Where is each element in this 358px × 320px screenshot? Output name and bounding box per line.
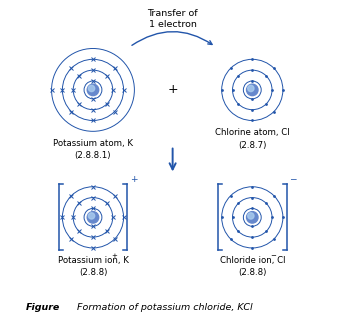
Circle shape <box>247 84 258 96</box>
Circle shape <box>88 213 95 219</box>
Text: +: + <box>111 253 117 259</box>
FancyArrowPatch shape <box>132 32 212 45</box>
Text: (2.8.8.1): (2.8.8.1) <box>75 151 111 160</box>
Circle shape <box>87 84 99 96</box>
Text: Transfer of
1 electron: Transfer of 1 electron <box>147 9 198 29</box>
Text: +: + <box>130 175 137 184</box>
Text: (2.8.8): (2.8.8) <box>79 268 107 277</box>
Text: Chloride ion, Cl: Chloride ion, Cl <box>219 256 285 265</box>
Text: Potassium ion, K: Potassium ion, K <box>58 256 129 265</box>
Circle shape <box>248 213 254 219</box>
Text: Formation of potassium chloride, KCl: Formation of potassium chloride, KCl <box>77 303 253 312</box>
Text: (2.8.8): (2.8.8) <box>238 268 266 277</box>
Circle shape <box>248 85 254 92</box>
Text: Figure: Figure <box>26 303 61 312</box>
Circle shape <box>88 85 95 92</box>
Text: −: − <box>289 175 297 184</box>
Circle shape <box>87 212 99 223</box>
Text: Potassium atom, K: Potassium atom, K <box>53 139 133 148</box>
Text: (2.8.7): (2.8.7) <box>238 140 266 149</box>
Circle shape <box>247 212 258 223</box>
Text: −: − <box>270 253 276 259</box>
Text: Chlorine atom, Cl: Chlorine atom, Cl <box>215 128 290 138</box>
Text: +: + <box>167 84 178 96</box>
